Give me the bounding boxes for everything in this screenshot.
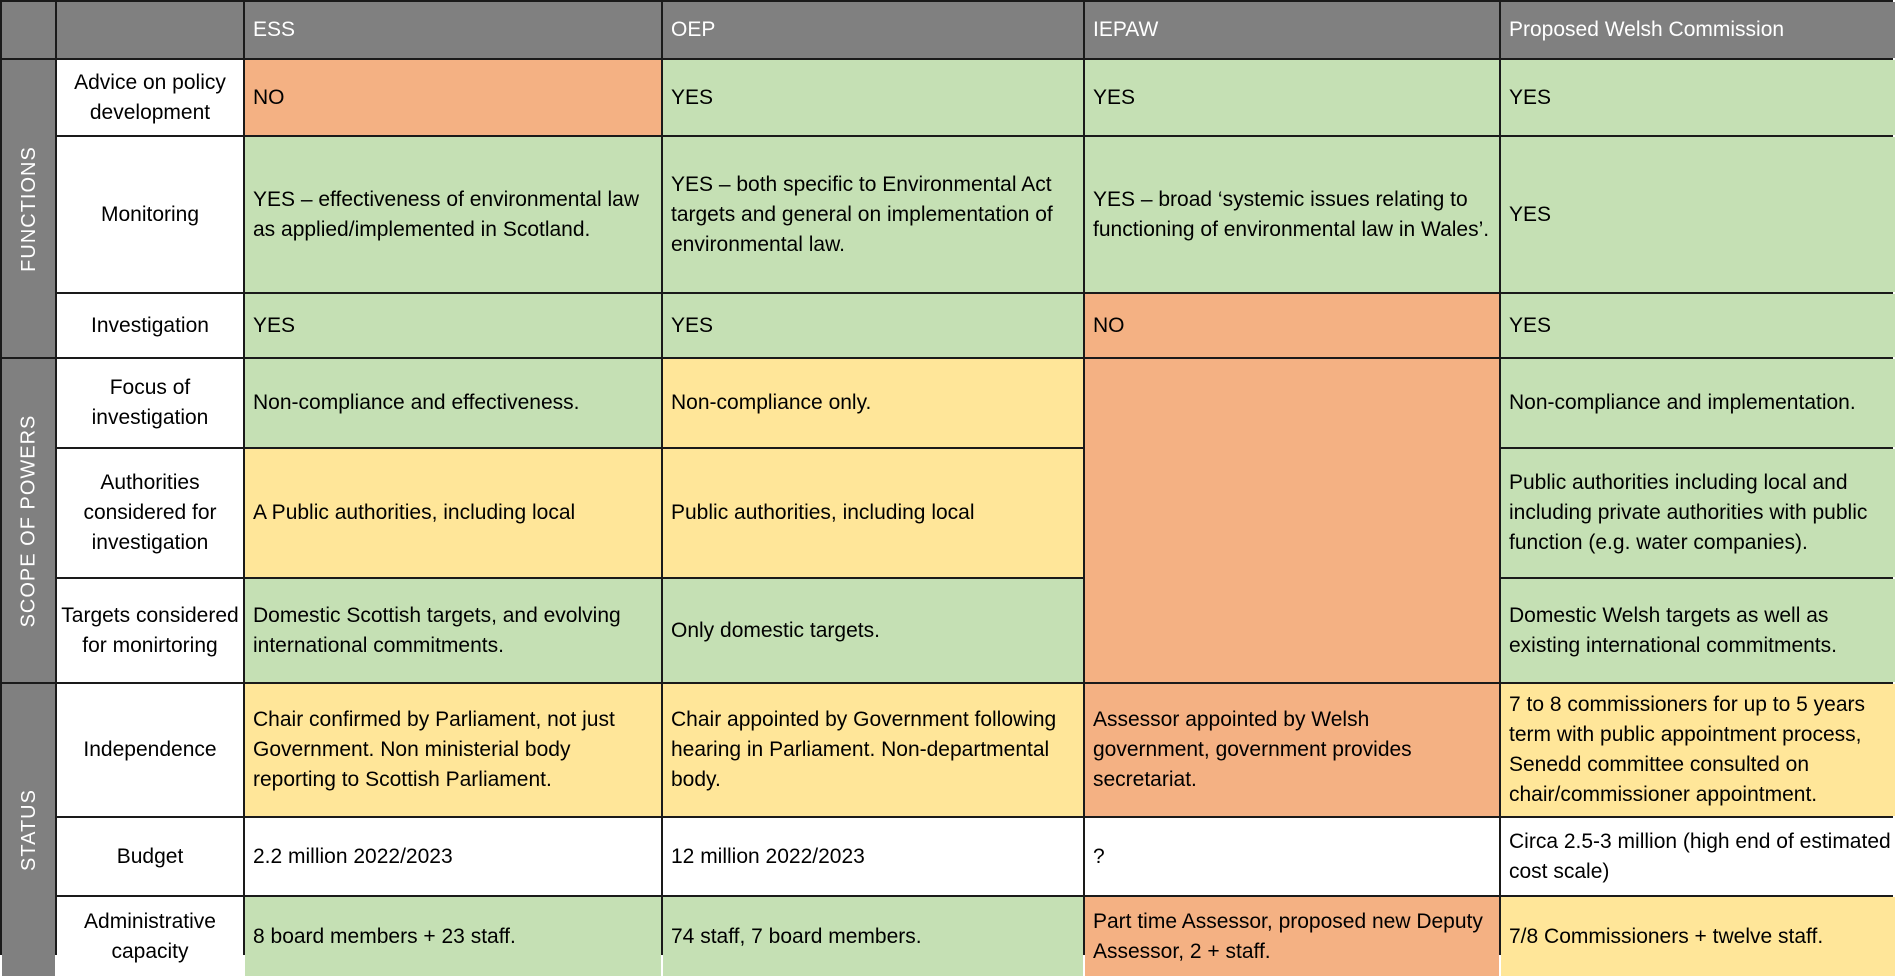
row-label-targets: Targets considered for monirtoring xyxy=(57,579,243,682)
cell-admin-ess: 8 board members + 23 staff. xyxy=(245,897,661,976)
cell-budget-proposed: Circa 2.5-3 million (high end of estimat… xyxy=(1501,818,1895,895)
header-ess: ESS xyxy=(245,2,661,58)
cell-targets-oep: Only domestic targets. xyxy=(663,579,1083,682)
section-scope-label: SCOPE OF POWERS xyxy=(17,414,40,627)
cell-focus-ess: Non-compliance and effectiveness. xyxy=(245,359,661,447)
cell-independence-oep: Chair appointed by Government following … xyxy=(663,684,1083,816)
row-label-authorities: Authorities considered for investigation xyxy=(57,449,243,577)
cell-independence-iepaw: Assessor appointed by Welsh government, … xyxy=(1085,684,1499,816)
header-corner-label xyxy=(57,2,243,58)
header-corner-section xyxy=(2,2,55,58)
cell-advice-proposed: YES xyxy=(1501,60,1895,135)
section-status-label: STATUS xyxy=(17,789,40,871)
cell-focus-proposed: Non-compliance and implementation. xyxy=(1501,359,1895,447)
section-status: STATUS xyxy=(2,684,55,976)
header-iepaw: IEPAW xyxy=(1085,2,1499,58)
cell-investigation-ess: YES xyxy=(245,294,661,357)
cell-budget-ess: 2.2 million 2022/2023 xyxy=(245,818,661,895)
row-label-advice: Advice on policy development xyxy=(57,60,243,135)
section-scope-of-powers: SCOPE OF POWERS xyxy=(2,359,55,682)
row-label-investigation: Investigation xyxy=(57,294,243,357)
cell-budget-oep: 12 million 2022/2023 xyxy=(663,818,1083,895)
row-label-independence: Independence xyxy=(57,684,243,816)
cell-budget-iepaw: ? xyxy=(1085,818,1499,895)
cell-advice-ess: NO xyxy=(245,60,661,135)
cell-authorities-oep: Public authorities, including local xyxy=(663,449,1083,577)
cell-investigation-iepaw: NO xyxy=(1085,294,1499,357)
cell-focus-iepaw xyxy=(1085,359,1499,682)
section-functions-label: FUNCTIONS xyxy=(17,145,40,272)
header-proposed-welsh-commission: Proposed Welsh Commission xyxy=(1501,2,1895,58)
cell-independence-proposed: 7 to 8 commissioners for up to 5 years t… xyxy=(1501,684,1895,816)
cell-monitoring-iepaw: YES – broad ‘systemic issues relating to… xyxy=(1085,137,1499,292)
section-functions: FUNCTIONS xyxy=(2,60,55,357)
cell-monitoring-oep: YES – both specific to Environmental Act… xyxy=(663,137,1083,292)
cell-monitoring-proposed: YES xyxy=(1501,137,1895,292)
cell-investigation-oep: YES xyxy=(663,294,1083,357)
cell-authorities-proposed: Public authorities including local and i… xyxy=(1501,449,1895,577)
row-label-budget: Budget xyxy=(57,818,243,895)
cell-advice-iepaw: YES xyxy=(1085,60,1499,135)
cell-focus-oep: Non-compliance only. xyxy=(663,359,1083,447)
cell-investigation-proposed: YES xyxy=(1501,294,1895,357)
cell-authorities-ess: A Public authorities, including local xyxy=(245,449,661,577)
header-oep: OEP xyxy=(663,2,1083,58)
cell-advice-oep: YES xyxy=(663,60,1083,135)
cell-independence-ess: Chair confirmed by Parliament, not just … xyxy=(245,684,661,816)
row-label-focus: Focus of investigation xyxy=(57,359,243,447)
cell-admin-proposed: 7/8 Commissioners + twelve staff. xyxy=(1501,897,1895,976)
row-label-admin-capacity: Administrative capacity xyxy=(57,897,243,976)
cell-targets-ess: Domestic Scottish targets, and evolving … xyxy=(245,579,661,682)
cell-monitoring-ess: YES – effectiveness of environmental law… xyxy=(245,137,661,292)
row-label-monitoring: Monitoring xyxy=(57,137,243,292)
cell-admin-iepaw: Part time Assessor, proposed new Deputy … xyxy=(1085,897,1499,976)
cell-targets-proposed: Domestic Welsh targets as well as existi… xyxy=(1501,579,1895,682)
cell-admin-oep: 74 staff, 7 board members. xyxy=(663,897,1083,976)
